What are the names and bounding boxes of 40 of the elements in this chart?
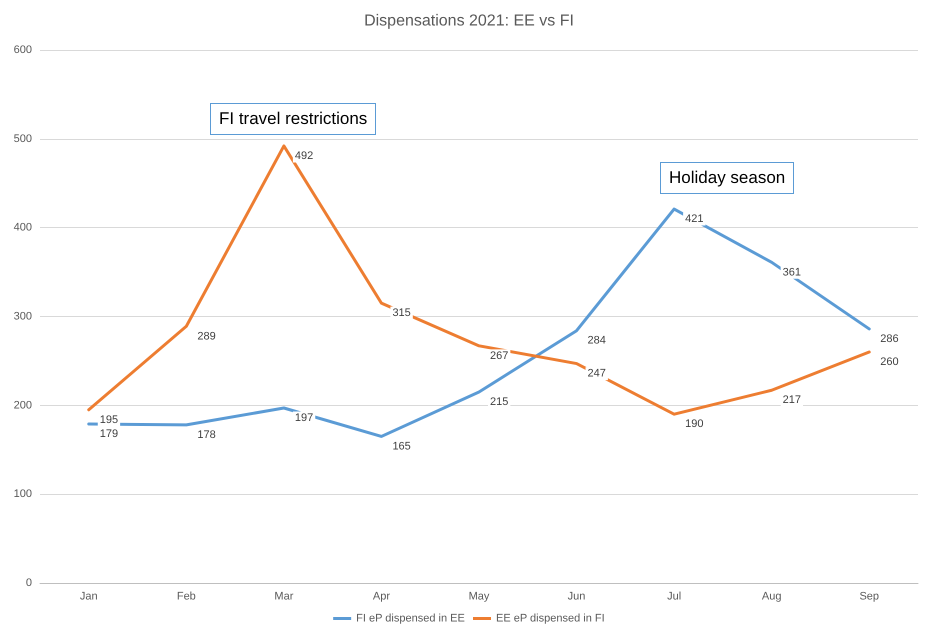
x-tick-label: Jan: [80, 590, 98, 602]
data-label: 315: [392, 307, 411, 320]
x-tick-label: Apr: [372, 590, 390, 602]
y-tick-label: 200: [14, 399, 32, 412]
x-tick-label: Jun: [568, 590, 586, 602]
y-tick-label: 100: [14, 488, 32, 500]
annotation: Holiday season: [660, 162, 794, 194]
data-label: 267: [490, 350, 508, 362]
data-label: 215: [490, 396, 508, 408]
line-series: [87, 208, 871, 438]
x-tick-label: Aug: [762, 590, 782, 602]
data-label: 197: [294, 412, 314, 424]
x-tick-label: Mar: [274, 590, 294, 602]
x-tick-label: Feb: [176, 590, 196, 602]
annotation: FI travel restrictions: [210, 103, 376, 135]
data-label: 286: [880, 332, 899, 345]
x-tick-label: Sep: [859, 590, 880, 602]
y-tick-label: 300: [14, 310, 32, 322]
data-label: 260: [880, 356, 899, 368]
data-label: 179: [100, 428, 118, 440]
legend-label: EE eP dispensed in FI: [496, 612, 605, 624]
legend-label: FI eP dispensed in EE: [356, 612, 465, 624]
data-label: 421: [685, 213, 704, 226]
data-label: 178: [197, 428, 216, 441]
y-tick-label: 500: [14, 132, 32, 145]
data-label: 190: [685, 418, 704, 430]
data-label: 165: [392, 440, 411, 452]
data-label: 247: [588, 368, 606, 380]
chart-title: Dispensations 2021: EE vs FI: [364, 12, 574, 30]
x-tick-label: Jul: [667, 590, 682, 602]
data-label: 492: [294, 150, 314, 162]
y-tick-label: 400: [14, 222, 32, 234]
data-label: 361: [782, 266, 802, 278]
data-label: 217: [782, 394, 802, 406]
y-tick-label: 600: [14, 44, 32, 56]
x-tick-label: May: [468, 590, 490, 602]
data-label: 289: [197, 330, 216, 342]
data-label: 195: [100, 414, 118, 426]
y-tick-label: 0: [26, 577, 32, 589]
data-label: 284: [588, 334, 606, 347]
